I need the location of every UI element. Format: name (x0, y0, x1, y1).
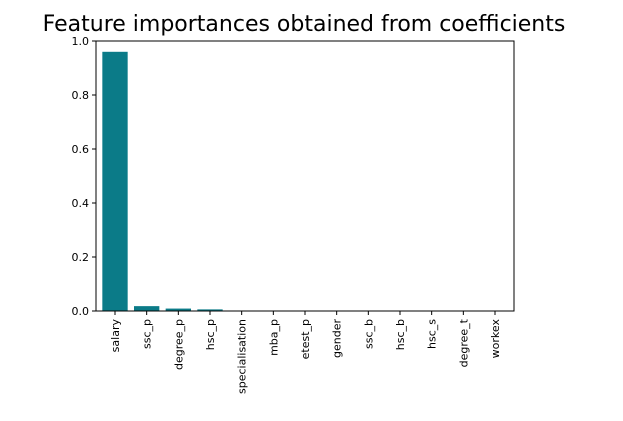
x-tick-label-workex: workex (489, 319, 502, 359)
x-tick-label-etest_p: etest_p (299, 319, 312, 359)
x-axis: salary ssc_p degree_p hsc_p specialisation mb… (109, 311, 502, 394)
x-tick-label-specialisation: specialisation (236, 319, 249, 394)
x-tick-label-degree_t: degree_t (457, 318, 470, 367)
x-tick-label-gender: gender (331, 319, 344, 358)
y-axis: 0.0 0.2 0.4 0.6 0.8 1.0 (72, 35, 96, 318)
x-tick-label-hsc_s: hsc_s (426, 319, 439, 349)
y-tick-label-4: 0.8 (72, 89, 90, 102)
bar-degree_p (165, 308, 191, 311)
x-tick-label-hsc_b: hsc_b (394, 319, 407, 350)
x-tick-label-ssc_p: ssc_p (141, 319, 154, 349)
x-tick-label-hsc_p: hsc_p (204, 319, 217, 350)
x-tick-label-mba_p: mba_p (267, 319, 280, 356)
x-tick-label-degree_p: degree_p (172, 319, 185, 370)
y-tick-label-0: 0.0 (72, 305, 90, 318)
bar-salary (102, 51, 128, 312)
x-tick-label-ssc_b: ssc_b (362, 319, 375, 349)
y-tick-label-5: 1.0 (72, 35, 90, 48)
bars-layer (102, 51, 508, 312)
bar-ssc_p (134, 306, 160, 311)
bar-hsc_p (197, 309, 223, 311)
y-tick-label-2: 0.4 (72, 197, 90, 210)
plot-frame (95, 40, 515, 312)
y-tick-label-3: 0.6 (72, 143, 90, 156)
x-tick-label-salary: salary (109, 319, 122, 353)
chart-title: Feature importances obtained from coeffi… (43, 12, 566, 37)
y-tick-label-1: 0.2 (72, 251, 90, 264)
